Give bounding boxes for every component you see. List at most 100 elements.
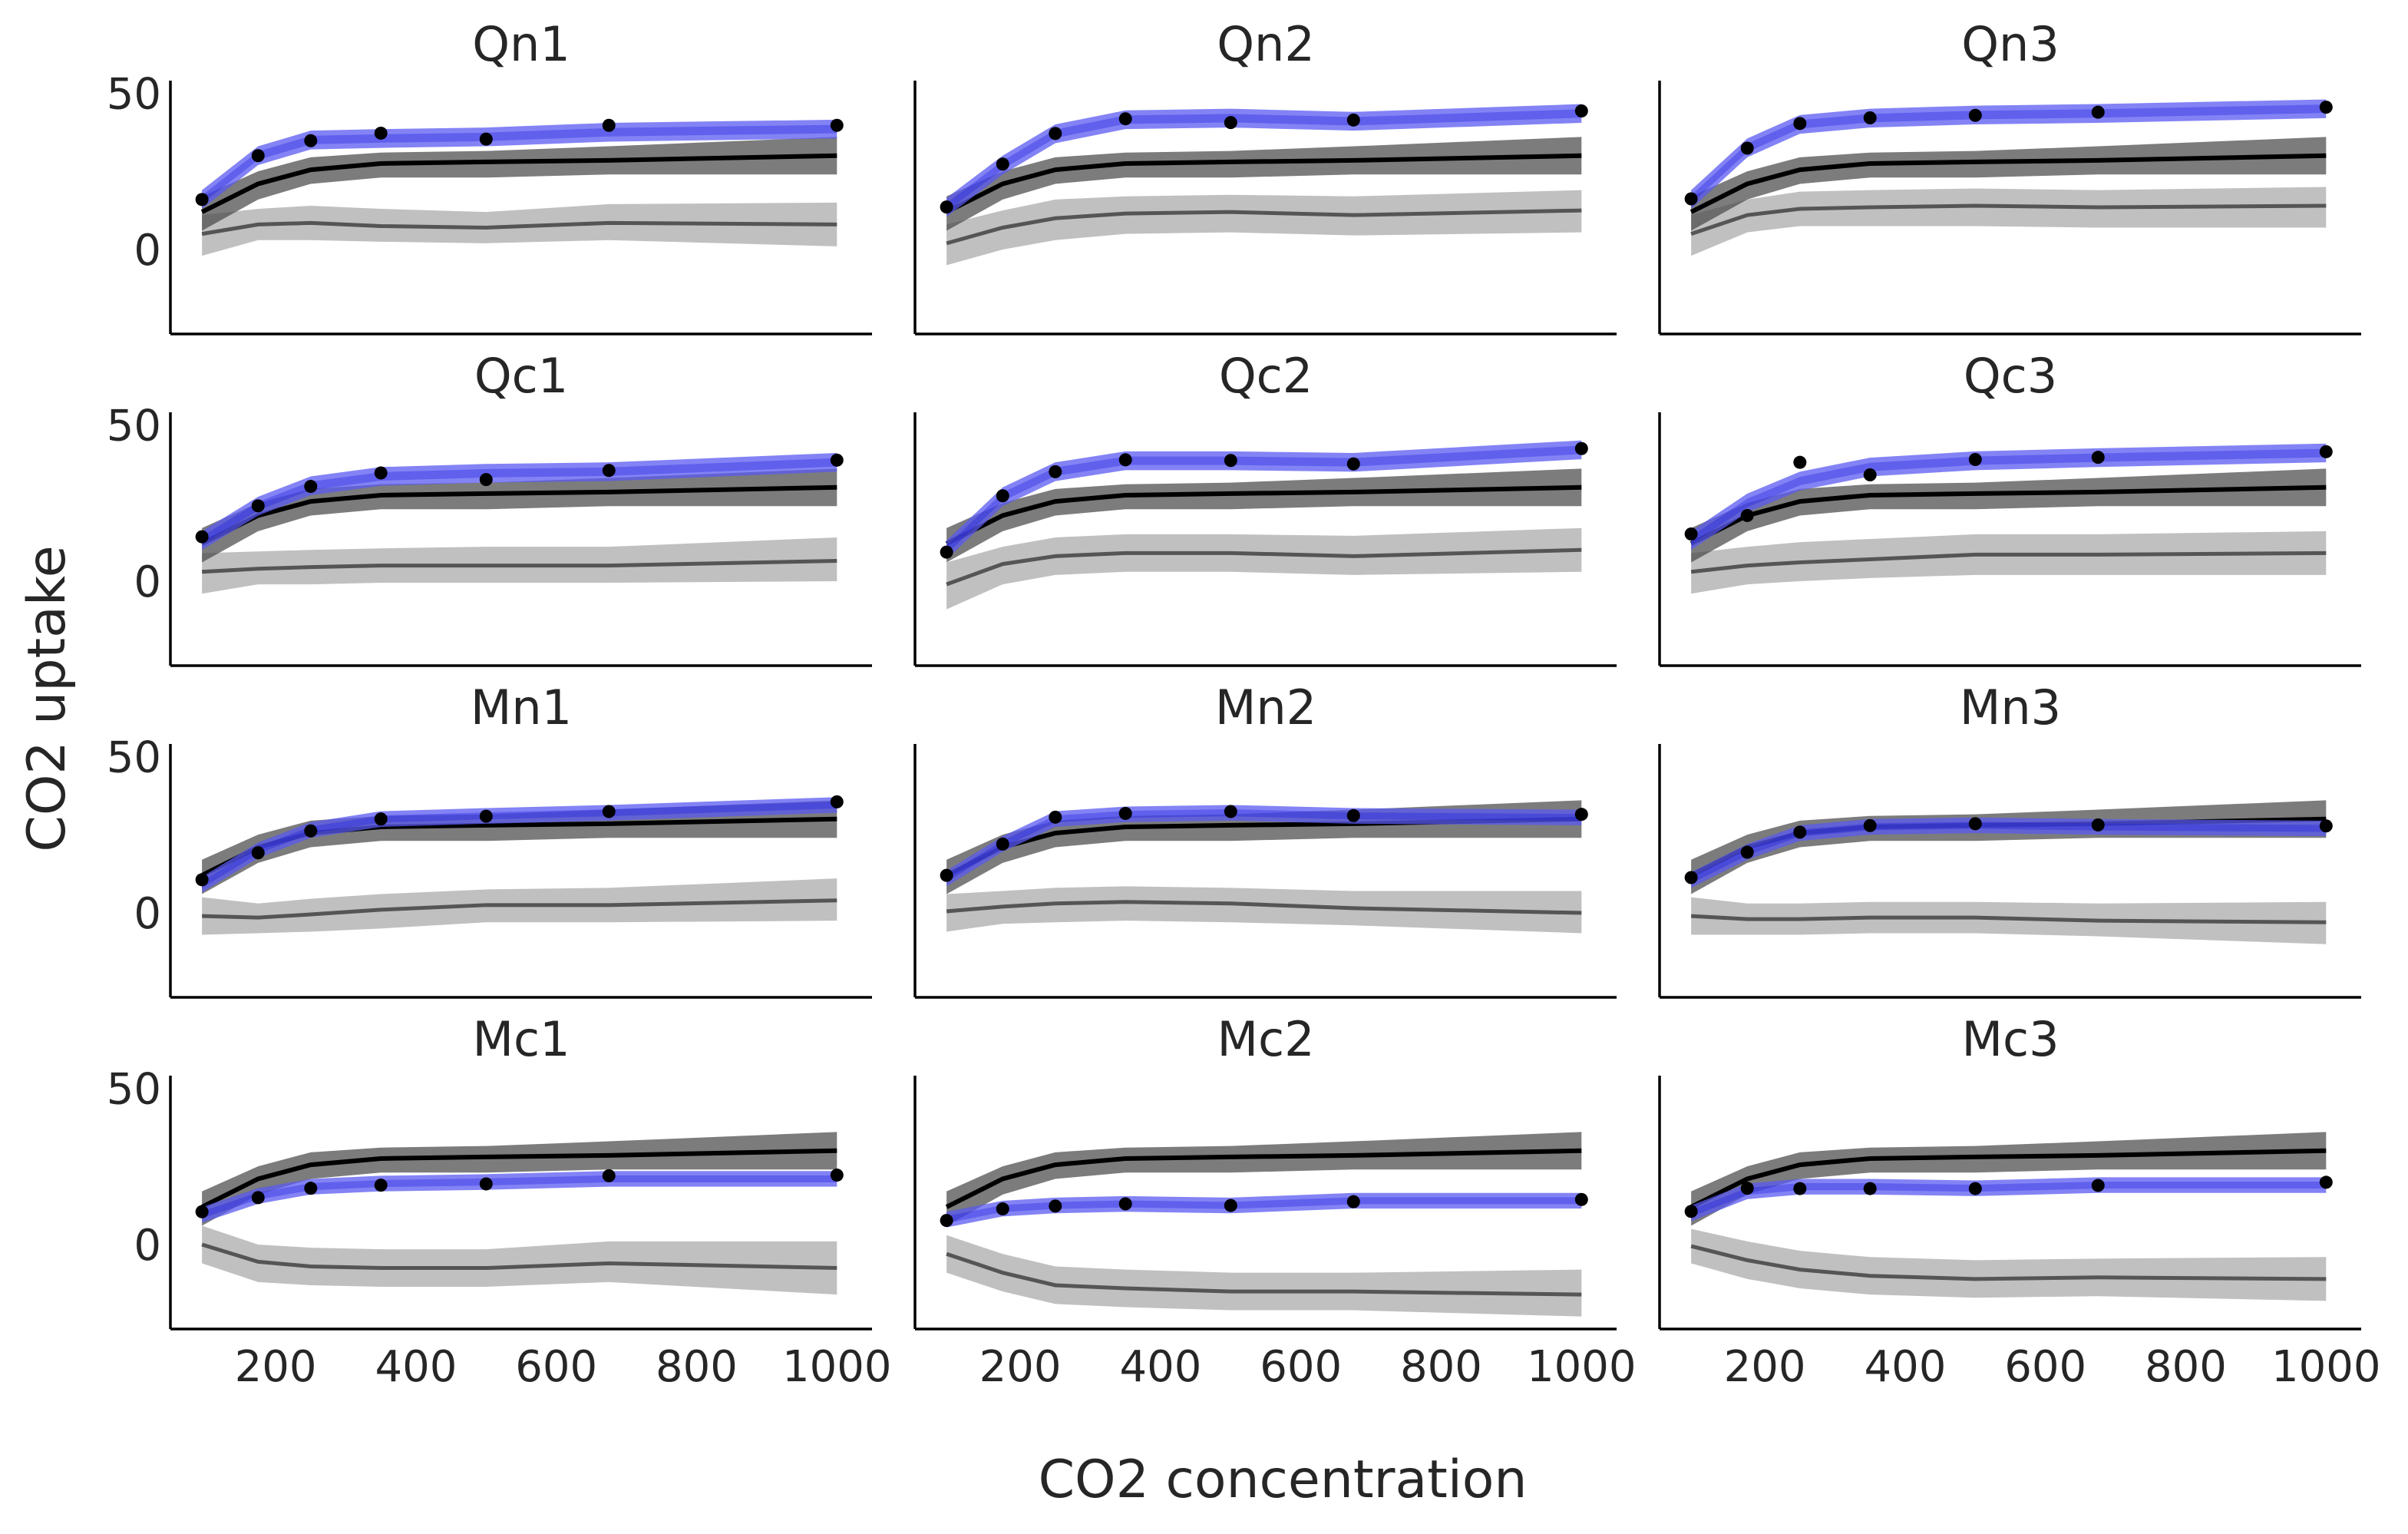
data-point bbox=[1684, 192, 1698, 206]
data-point bbox=[996, 837, 1009, 851]
panel-mn2: Mn2 bbox=[913, 679, 1617, 999]
data-point bbox=[1793, 455, 1807, 469]
data-point bbox=[1049, 810, 1062, 824]
fit-band-inner bbox=[1691, 1182, 2327, 1217]
data-point bbox=[1684, 1205, 1698, 1218]
data-point bbox=[251, 149, 265, 163]
data-point bbox=[1968, 108, 1982, 122]
fit-band bbox=[946, 440, 1582, 560]
panel-mn1: Mn1 0 50 bbox=[107, 679, 872, 999]
x-tick-label: 200 bbox=[235, 1342, 317, 1392]
y-tick-label: 50 bbox=[107, 1064, 161, 1114]
fit-band bbox=[946, 104, 1582, 217]
offset-band bbox=[202, 202, 837, 256]
panel-title: Qc2 bbox=[1219, 348, 1313, 404]
data-point bbox=[479, 1177, 493, 1191]
panel-title: Mc2 bbox=[1217, 1011, 1314, 1067]
data-point bbox=[2319, 819, 2333, 833]
offset-line bbox=[1690, 1244, 2327, 1281]
data-point bbox=[1224, 805, 1237, 818]
panel-qn1: Qn1 0 50 bbox=[107, 16, 872, 336]
data-point bbox=[251, 499, 265, 513]
fit-band-inner bbox=[202, 124, 837, 204]
fit-band-inner bbox=[1691, 822, 2327, 884]
data-point bbox=[1574, 808, 1588, 822]
x-tick-label: 1000 bbox=[1527, 1342, 1637, 1392]
data-point bbox=[479, 473, 493, 487]
offset-band bbox=[1691, 531, 2327, 594]
data-point bbox=[251, 1191, 265, 1205]
trend-line bbox=[1690, 1148, 2327, 1209]
data-point bbox=[1740, 508, 1754, 522]
fit-band-inner bbox=[1691, 448, 2327, 545]
panel-title: Qn2 bbox=[1217, 16, 1315, 72]
panel-mc2: Mc2 200 400 600 800 1000 bbox=[913, 1011, 1637, 1392]
trend-line bbox=[945, 1148, 1582, 1209]
offset-line bbox=[1690, 203, 2327, 236]
offset-line bbox=[201, 220, 837, 236]
panel-qn3: Qn3 bbox=[1658, 16, 2361, 336]
fit-band bbox=[1691, 817, 2327, 888]
trend-line bbox=[1690, 153, 2327, 214]
data-point bbox=[1346, 1195, 1360, 1208]
panel-mc3: Mc3 200 400 600 800 1000 bbox=[1658, 1011, 2381, 1392]
data-point bbox=[940, 1214, 953, 1228]
data-point bbox=[195, 1205, 209, 1218]
data-point bbox=[2319, 101, 2333, 114]
panel-title: Qc1 bbox=[474, 348, 568, 404]
data-point bbox=[374, 1179, 388, 1192]
data-point bbox=[195, 530, 209, 544]
panel-qc3: Qc3 bbox=[1658, 348, 2361, 667]
data-point bbox=[1346, 808, 1360, 822]
data-point bbox=[374, 812, 388, 826]
offset-band bbox=[946, 886, 1582, 934]
y-tick-label: 50 bbox=[107, 401, 161, 451]
offset-line bbox=[201, 1242, 837, 1271]
fit-band bbox=[202, 452, 837, 550]
offset-band bbox=[946, 190, 1582, 266]
data-point bbox=[602, 118, 616, 132]
data-point bbox=[1863, 1182, 1877, 1195]
data-point bbox=[1224, 116, 1237, 130]
panel-title: Qn3 bbox=[1961, 16, 2060, 72]
data-point bbox=[602, 1169, 616, 1182]
trend-line bbox=[200, 153, 837, 214]
data-point bbox=[1049, 464, 1062, 478]
fit-band bbox=[202, 797, 837, 893]
data-point bbox=[374, 126, 388, 140]
data-point bbox=[304, 134, 318, 147]
x-tick-label: 1000 bbox=[2271, 1342, 2381, 1392]
data-point bbox=[830, 1169, 844, 1182]
x-tick-label: 600 bbox=[2004, 1342, 2086, 1392]
panel-title: Mc3 bbox=[1961, 1011, 2059, 1067]
offset-band bbox=[202, 1225, 837, 1295]
data-point bbox=[602, 805, 616, 818]
panel-title: Qc3 bbox=[1964, 348, 2057, 404]
offset-band bbox=[1691, 897, 2327, 944]
y-tick-label: 0 bbox=[134, 557, 161, 607]
data-point bbox=[830, 118, 844, 132]
x-tick-label: 800 bbox=[656, 1342, 738, 1392]
fit-band bbox=[1691, 99, 2327, 210]
fit-band-inner bbox=[202, 458, 837, 545]
offset-line bbox=[946, 547, 1582, 587]
data-point bbox=[304, 824, 318, 838]
y-tick-label: 0 bbox=[134, 889, 161, 939]
x-tick-label: 600 bbox=[515, 1342, 597, 1392]
data-point bbox=[2091, 105, 2105, 119]
x-tick-label: 400 bbox=[375, 1342, 457, 1392]
data-point bbox=[1049, 127, 1062, 141]
fit-band-inner bbox=[946, 445, 1582, 554]
data-point bbox=[1224, 454, 1237, 468]
data-point bbox=[1740, 141, 1754, 155]
data-point bbox=[1968, 817, 1982, 831]
data-point bbox=[2091, 451, 2105, 464]
data-point bbox=[1684, 527, 1698, 541]
panel-mc1: Mc1 0 50 200 400 600 800 1000 bbox=[107, 1011, 892, 1392]
data-point bbox=[830, 453, 844, 467]
data-point bbox=[940, 200, 953, 214]
offset-band bbox=[1691, 187, 2327, 256]
y-tick-label: 0 bbox=[134, 1221, 161, 1271]
x-tick-label: 1000 bbox=[782, 1342, 892, 1392]
